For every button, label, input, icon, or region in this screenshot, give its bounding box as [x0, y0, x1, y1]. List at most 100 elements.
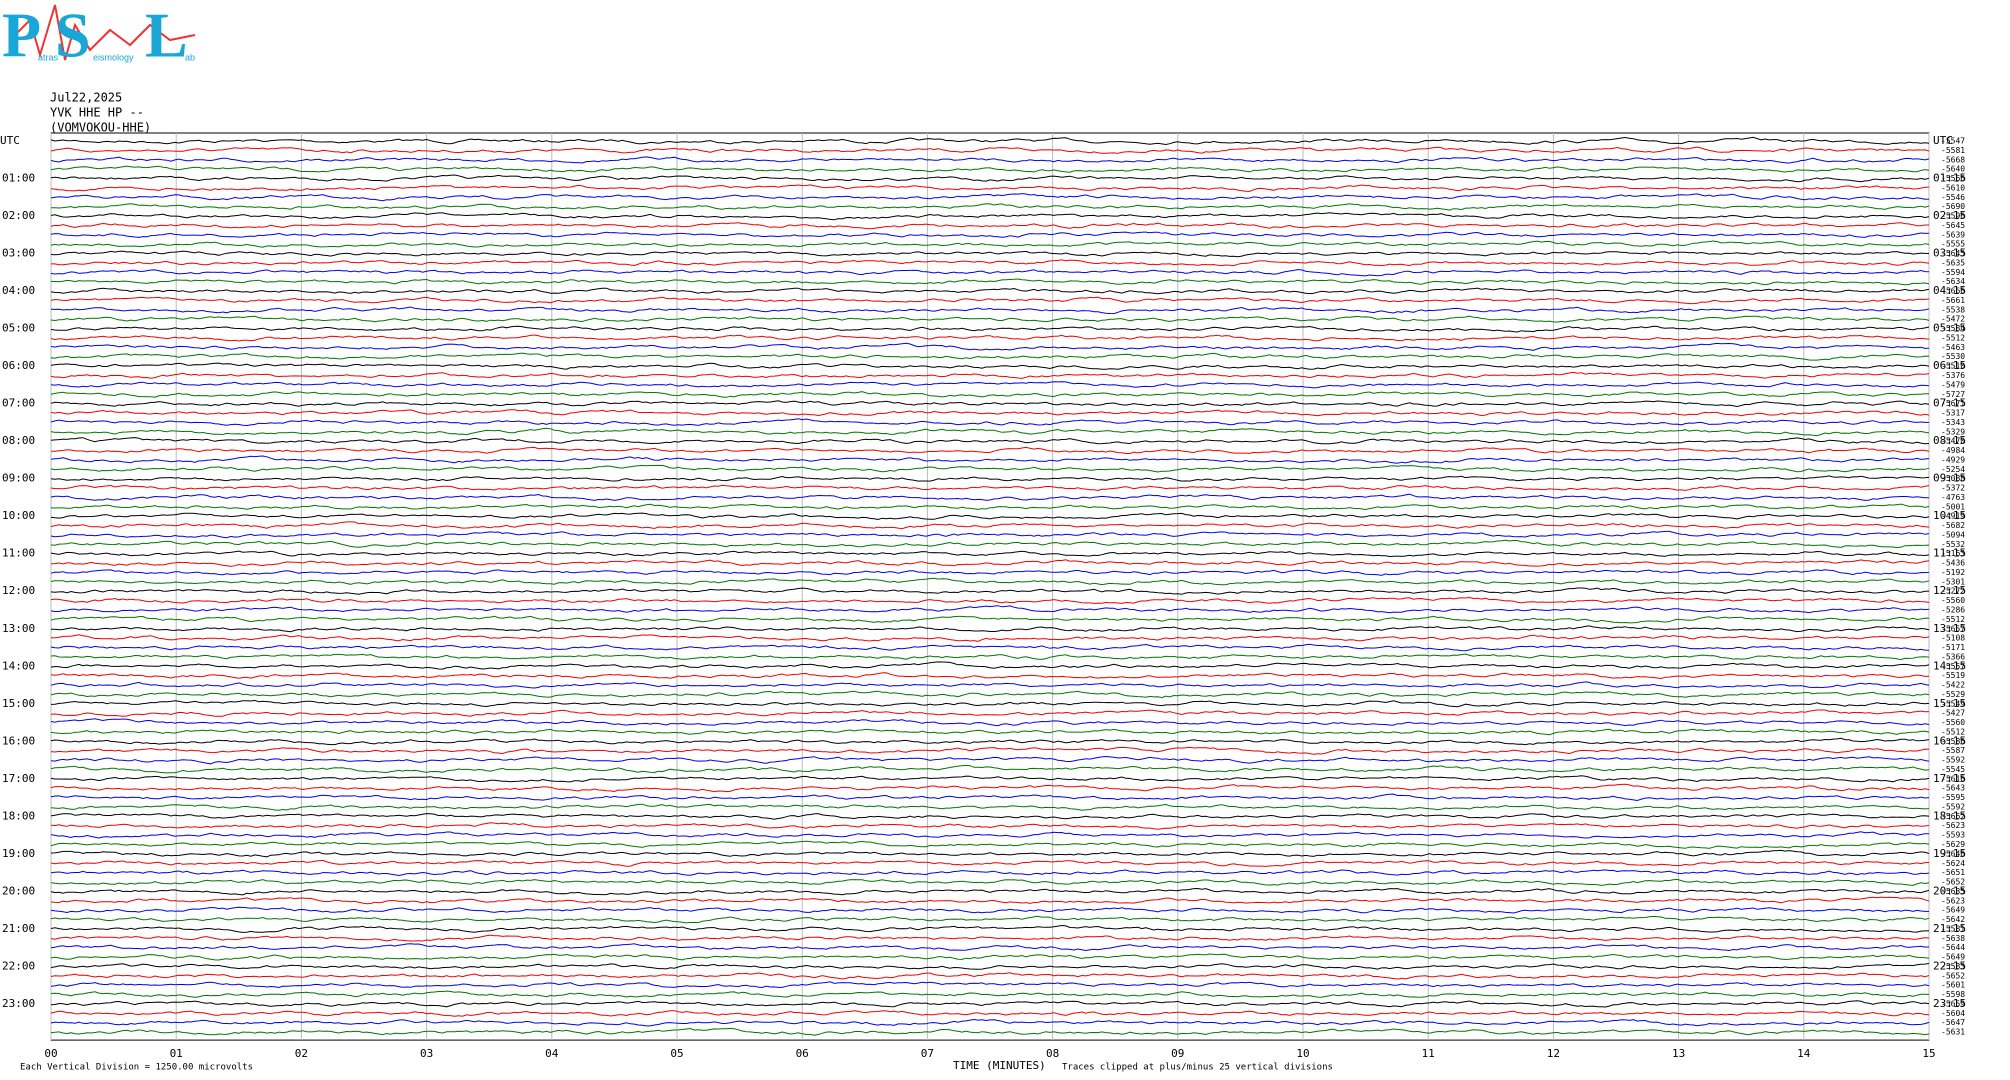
right-time-label: 13:15	[1933, 622, 1966, 635]
trace-offset: -5639	[1941, 230, 1965, 239]
x-tick-label: 13	[1672, 1047, 1685, 1060]
trace	[50, 539, 1930, 549]
trace	[50, 287, 1930, 295]
axis-title: TIME (MINUTES)	[953, 1059, 1046, 1072]
right-time-label: 07:15	[1933, 397, 1966, 410]
right-time-label: 10:15	[1933, 509, 1966, 522]
trace	[50, 521, 1930, 530]
trace	[50, 990, 1930, 998]
trace-offset: -5422	[1941, 681, 1965, 690]
trace-offset: -5581	[1941, 146, 1965, 155]
trace	[50, 981, 1930, 989]
trace	[50, 822, 1930, 830]
trace-offset: -5301	[1941, 577, 1965, 586]
logo-letter: S	[55, 0, 91, 71]
trace-offset: -5642	[1941, 915, 1965, 924]
trace-offset: -5595	[1941, 793, 1965, 802]
left-time-label: 09:00	[2, 472, 35, 485]
left-time-label: 20:00	[2, 884, 35, 897]
left-time-label: 19:00	[2, 847, 35, 860]
trace-offset: -5623	[1941, 821, 1965, 830]
trace-offset: -5549	[1941, 699, 1965, 708]
right-time-label: 03:15	[1933, 247, 1966, 260]
logo-word: ab	[185, 52, 195, 62]
trace-offset: -5108	[1941, 634, 1965, 643]
trace	[50, 615, 1930, 624]
trace-offset: -5586	[1941, 737, 1965, 746]
trace	[50, 464, 1930, 473]
trace-offset: -5566	[1941, 174, 1965, 183]
trace	[50, 783, 1930, 793]
trace	[50, 605, 1930, 614]
left-time-label: 10:00	[2, 509, 35, 522]
trace-offset: -5436	[1941, 559, 1965, 568]
trace	[50, 906, 1929, 914]
trace-offset: -5088	[1941, 474, 1965, 483]
trace	[50, 775, 1930, 783]
trace-offset: -5001	[1941, 502, 1965, 511]
trace-offset: -5623	[1941, 896, 1965, 905]
trace	[50, 699, 1930, 708]
right-time-label: 18:15	[1933, 809, 1966, 822]
trace-offset: -5317	[1941, 409, 1965, 418]
trace	[50, 943, 1930, 952]
trace-offset: -5329	[1941, 427, 1965, 436]
right-time-label: UTC	[1933, 134, 1953, 147]
left-time-label: 16:00	[2, 734, 35, 747]
x-tick-label: 08	[1046, 1047, 1059, 1060]
trace-offset: -5666	[1941, 287, 1965, 296]
trace	[50, 577, 1930, 586]
trace-offset: -5472	[1941, 315, 1965, 324]
trace-offset: -5604	[1941, 1009, 1965, 1018]
trace	[50, 681, 1930, 689]
trace	[50, 503, 1930, 511]
logo: P S L atras eismology ab	[2, 0, 196, 71]
trace	[50, 484, 1930, 492]
trace	[50, 165, 1930, 173]
trace	[51, 259, 1930, 267]
trace	[50, 174, 1930, 183]
trace-offset: -5631	[1941, 1028, 1965, 1037]
trace	[50, 661, 1930, 670]
trace-offset: -5596	[1941, 212, 1965, 221]
right-time-label: 04:15	[1933, 284, 1966, 297]
left-time-label: 06:00	[2, 359, 35, 372]
trace-offset: -5645	[1941, 221, 1965, 230]
right-time-label: 17:15	[1933, 772, 1966, 785]
trace	[50, 859, 1930, 867]
trace	[50, 455, 1930, 464]
trace-offset: -5593	[1941, 831, 1965, 840]
trace-offset: -5479	[1941, 380, 1965, 389]
date: Jul22,2025	[50, 91, 122, 105]
trace	[50, 306, 1930, 315]
trace-offset: -5640	[1941, 165, 1965, 174]
left-time-label: 02:00	[2, 209, 35, 222]
trace	[50, 803, 1930, 811]
left-time-label: 14:00	[2, 659, 35, 672]
trace-offset: -5616	[1941, 774, 1965, 783]
left-time-label: 04:00	[2, 284, 35, 297]
right-time-label: 11:15	[1933, 547, 1966, 560]
right-time-label: 09:15	[1933, 472, 1966, 485]
trace-offset: -5668	[1941, 155, 1965, 164]
trace-offset: -5592	[1941, 802, 1965, 811]
trace	[50, 362, 1930, 370]
trace-offset: -5646	[1941, 849, 1965, 858]
trace	[50, 409, 1930, 417]
trace-offset: -5094	[1941, 530, 1965, 539]
right-time-label: 22:15	[1933, 959, 1966, 972]
trace	[50, 391, 1929, 398]
right-time-label: 20:15	[1933, 884, 1966, 897]
left-time-label: 07:00	[2, 397, 35, 410]
trace	[50, 1000, 1930, 1008]
trace-offset: -5634	[1941, 277, 1965, 286]
trace-offset: -5727	[1941, 390, 1965, 399]
trace-offset: -5598	[1941, 990, 1965, 999]
trace	[50, 831, 1930, 839]
trace	[50, 764, 1930, 774]
trace-offset: -5647	[1941, 1018, 1965, 1027]
trace-offset: -4763	[1941, 493, 1965, 502]
right-time-label: 19:15	[1933, 847, 1966, 860]
trace-offset: -5610	[1941, 183, 1965, 192]
x-tick-label: 09	[1171, 1047, 1184, 1060]
